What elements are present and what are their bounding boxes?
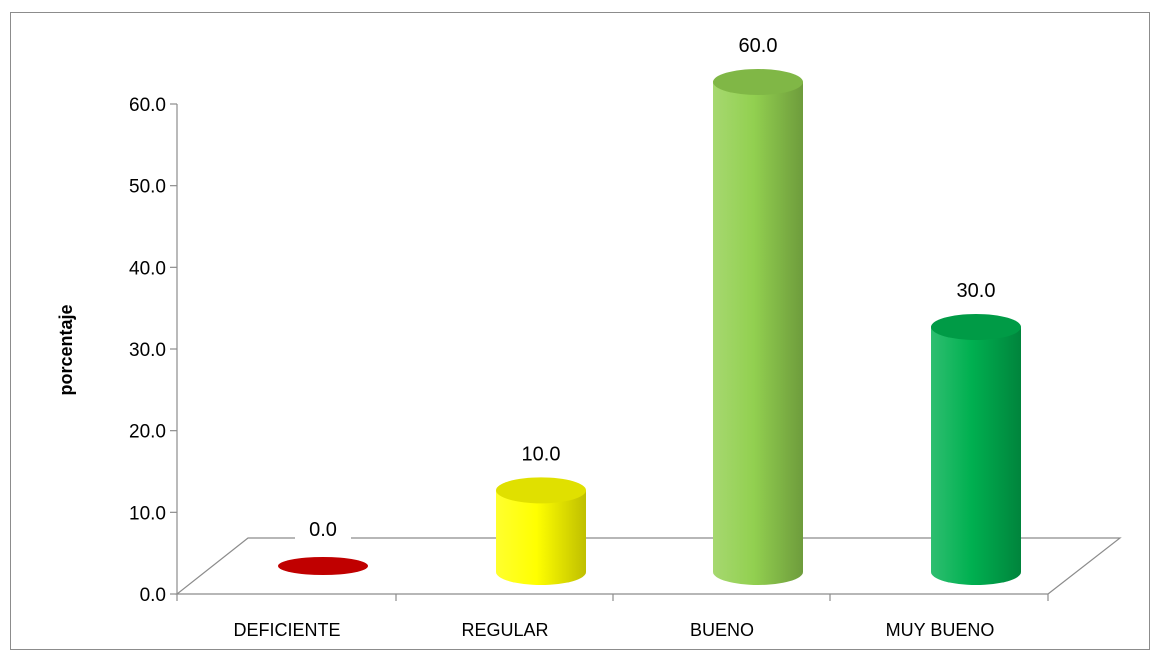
bar-top-muy-bueno <box>931 314 1021 340</box>
data-label-bg-deficiente <box>295 517 351 543</box>
x-tick-label-deficiente: DEFICIENTE <box>233 620 340 640</box>
y-tick-label: 0.0 <box>140 585 166 606</box>
y-tick-label: 50.0 <box>129 177 166 198</box>
floor-layer <box>175 537 1122 595</box>
x-tick-label-bueno: BUENO <box>690 620 754 640</box>
y-axis-title: porcentaje <box>56 304 76 395</box>
data-label-regular: 10.0 <box>522 443 561 465</box>
floor-outline <box>175 537 1122 595</box>
bar-muy-bueno <box>931 327 1021 585</box>
bar-deficiente <box>278 557 368 575</box>
x-tick-label-muy-bueno: MUY BUENO <box>886 620 995 640</box>
data-label-muy-bueno: 30.0 <box>957 280 996 302</box>
bar-regular <box>496 490 586 585</box>
x-tick-label-regular: REGULAR <box>461 620 548 640</box>
axis-layer <box>170 103 1049 601</box>
data-label-deficiente: 0.0 <box>309 519 337 541</box>
bar-top-regular <box>496 477 586 504</box>
y-tick-label: 60.0 <box>129 95 166 116</box>
y-tick-label: 20.0 <box>129 422 166 443</box>
data-label-bueno: 60.0 <box>739 35 778 57</box>
y-tick-label: 30.0 <box>129 340 166 361</box>
bar-bueno <box>713 82 803 585</box>
y-tick-label: 40.0 <box>129 258 166 279</box>
y-tick-label: 10.0 <box>129 503 166 524</box>
bar-top-bueno <box>713 69 803 95</box>
labels-layer: 0.0 10.0 20.0 30.0 40.0 50.0 60.0 DEFICIENTE REG… <box>129 35 995 640</box>
bars-layer <box>278 69 1021 585</box>
